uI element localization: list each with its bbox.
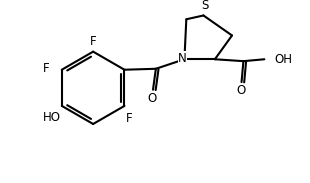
Text: F: F: [126, 112, 133, 125]
Text: HO: HO: [43, 111, 61, 124]
Text: O: O: [148, 92, 157, 105]
Text: N: N: [178, 52, 187, 65]
Text: F: F: [90, 35, 96, 48]
Text: S: S: [202, 0, 209, 12]
Text: O: O: [236, 84, 245, 97]
Text: F: F: [43, 62, 49, 75]
Text: OH: OH: [274, 53, 292, 66]
